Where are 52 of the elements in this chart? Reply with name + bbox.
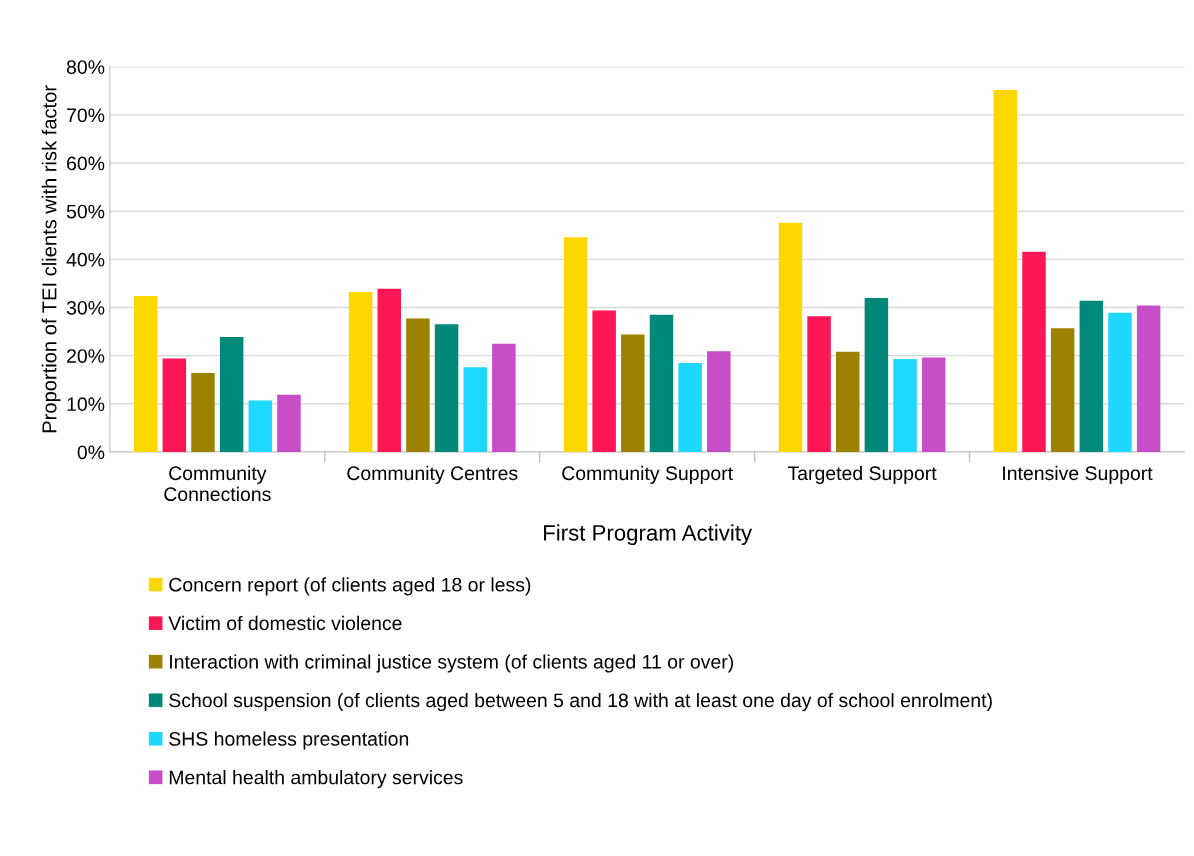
y-tick-label: 80% — [66, 60, 105, 74]
bar — [1136, 305, 1161, 452]
bar — [191, 373, 215, 452]
bar — [1079, 300, 1104, 452]
y-tick-label: 60% — [67, 156, 105, 171]
x-axis-title: First Program Activity — [544, 524, 753, 546]
bar — [219, 336, 244, 452]
legend-label: Mental health ambulatory services — [169, 770, 463, 789]
bar — [993, 89, 1018, 452]
bar — [248, 400, 273, 452]
y-tick-label: 70% — [67, 108, 105, 123]
y-axis-title: Proportion of TEI clients with risk factor — [41, 85, 61, 433]
bar — [893, 359, 917, 452]
x-tick-label: Community Support — [562, 465, 733, 484]
bar — [1108, 312, 1132, 452]
bar — [406, 318, 430, 452]
bar — [563, 237, 588, 452]
bar — [649, 314, 674, 452]
bar — [133, 295, 158, 452]
bar — [864, 297, 889, 452]
bar — [807, 316, 831, 452]
bar — [592, 310, 616, 452]
legend-label: Concern report (of clients aged 18 or less) — [169, 577, 531, 596]
legend-label: School suspension (of clients aged between 5 and 18 with at least one day of school enrolment) — [169, 692, 992, 712]
bar — [348, 292, 373, 452]
x-tick-label: Community Connections — [164, 465, 271, 502]
y-tick-label: 30% — [66, 300, 105, 315]
bar — [778, 222, 803, 452]
bar — [678, 362, 702, 452]
bar — [492, 343, 516, 452]
bar — [434, 324, 459, 452]
bar — [162, 358, 187, 452]
legend-label: SHS homeless presentation — [169, 731, 409, 750]
x-tick-label: Targeted Support — [787, 465, 937, 484]
y-tick-label: 20% — [67, 349, 105, 363]
bar — [277, 394, 301, 452]
bar — [921, 357, 946, 452]
bar — [835, 351, 860, 452]
y-tick-label: 40% — [66, 252, 105, 267]
legend-label: Interaction with criminal justice system (of clients aged 11 or over) — [170, 654, 733, 673]
bar — [1022, 251, 1046, 452]
x-tick-label: Community Centres — [347, 465, 518, 484]
y-tick-label: 50% — [66, 204, 105, 219]
bar — [1050, 328, 1075, 452]
legend-label: Victim of domestic violence — [168, 615, 402, 631]
bar — [621, 334, 645, 452]
bar — [377, 288, 401, 452]
bar — [463, 367, 487, 452]
y-tick-label: 0% — [77, 445, 105, 460]
x-tick-label: Intensive Support — [1003, 465, 1153, 484]
y-tick-label: 10% — [67, 397, 105, 412]
bar — [707, 351, 731, 452]
